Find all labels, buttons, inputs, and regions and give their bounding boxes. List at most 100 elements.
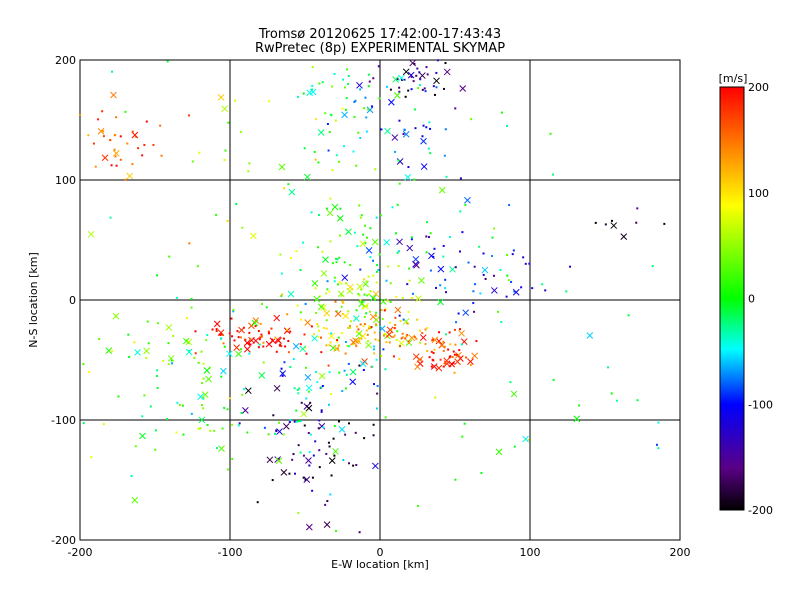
- data-point-x-marker: [299, 345, 307, 353]
- data-point: [127, 333, 130, 336]
- data-point: [373, 331, 376, 334]
- data-point-x-marker: [323, 521, 331, 528]
- data-point: [307, 390, 310, 393]
- data-point: [297, 392, 300, 395]
- data-point: [146, 320, 149, 323]
- data-point: [92, 142, 95, 145]
- data-point-x-marker: [97, 127, 105, 135]
- data-point: [318, 82, 321, 85]
- data-point-x-marker: [407, 71, 415, 79]
- data-point: [421, 332, 424, 335]
- data-point: [111, 350, 114, 353]
- data-point-x-marker: [333, 345, 340, 352]
- data-point: [333, 425, 336, 428]
- data-point: [395, 232, 398, 235]
- data-point: [345, 282, 348, 285]
- data-point: [363, 293, 366, 296]
- data-point: [407, 89, 410, 92]
- data-point: [342, 78, 345, 81]
- data-point: [449, 236, 452, 239]
- colorbar: [m/s] 200 100 0 -100 -200: [719, 72, 773, 517]
- data-point: [275, 350, 278, 353]
- data-point: [302, 241, 305, 244]
- data-point-x-marker: [369, 313, 377, 321]
- data-point: [171, 362, 174, 365]
- data-point: [311, 476, 314, 479]
- data-point: [145, 120, 148, 123]
- data-point-x-marker: [213, 320, 221, 328]
- data-point: [392, 355, 395, 358]
- data-point: [147, 342, 150, 345]
- data-point: [271, 479, 274, 482]
- data-point: [377, 65, 380, 68]
- data-point: [97, 118, 100, 121]
- data-point: [232, 310, 235, 313]
- data-point-x-marker: [245, 387, 252, 395]
- data-point-x-marker: [134, 348, 141, 356]
- data-point: [143, 143, 146, 146]
- data-point: [259, 336, 262, 339]
- data-point: [154, 448, 157, 451]
- data-point-x-marker: [471, 352, 478, 360]
- data-point: [325, 319, 328, 322]
- data-point: [549, 132, 552, 135]
- data-point-x-marker: [317, 129, 325, 136]
- data-point: [185, 317, 188, 320]
- data-point: [410, 238, 413, 241]
- data-point: [286, 313, 289, 316]
- data-point: [500, 111, 503, 114]
- data-point: [362, 233, 365, 236]
- data-point: [406, 322, 409, 325]
- data-point: [282, 433, 285, 436]
- data-point: [464, 203, 467, 206]
- data-point: [240, 412, 243, 415]
- data-point: [167, 363, 170, 366]
- chart-subtitle: RwPretec (8p) EXPERIMENTAL SKYMAP: [255, 41, 505, 56]
- data-point: [380, 354, 383, 357]
- data-point: [292, 453, 295, 456]
- data-point-x-marker: [317, 303, 325, 311]
- data-point: [401, 336, 404, 339]
- data-point: [413, 336, 416, 339]
- data-point: [551, 173, 554, 176]
- data-point: [206, 334, 209, 337]
- data-point-x-marker: [131, 496, 139, 504]
- data-point: [398, 357, 401, 360]
- data-point: [458, 349, 461, 352]
- data-point: [375, 281, 378, 284]
- data-point-x-marker: [318, 422, 326, 430]
- data-point: [304, 478, 307, 481]
- data-point: [284, 345, 287, 348]
- data-point: [372, 348, 375, 351]
- data-point: [384, 368, 387, 371]
- data-point: [375, 358, 378, 361]
- data-point: [310, 325, 313, 328]
- data-point: [344, 433, 347, 436]
- data-point: [347, 310, 350, 313]
- data-point: [351, 343, 354, 346]
- data-point: [248, 331, 251, 334]
- data-point-x-marker: [433, 77, 440, 85]
- data-point-x-marker: [165, 324, 173, 331]
- data-point: [223, 406, 226, 409]
- data-point-x-marker: [443, 68, 451, 76]
- data-point: [327, 149, 330, 152]
- data-point-x-marker: [318, 372, 326, 380]
- data-point: [311, 489, 314, 492]
- data-point-x-marker: [358, 300, 366, 308]
- data-point-x-marker: [354, 337, 362, 345]
- colorbar-gradient: [719, 86, 745, 511]
- data-point: [79, 113, 82, 116]
- data-point: [262, 345, 265, 348]
- data-point: [429, 152, 432, 155]
- x-tick-label: 200: [670, 546, 691, 559]
- data-point: [359, 88, 362, 91]
- data-point: [366, 294, 369, 297]
- data-point: [307, 431, 310, 434]
- data-point: [418, 71, 421, 74]
- data-point-x-marker: [306, 89, 314, 97]
- data-point: [445, 175, 448, 178]
- data-point: [201, 404, 204, 407]
- data-point: [423, 87, 426, 90]
- data-point: [336, 347, 339, 350]
